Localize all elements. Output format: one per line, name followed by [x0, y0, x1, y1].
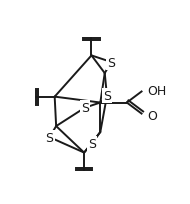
Text: S: S	[88, 137, 96, 150]
Text: S: S	[107, 56, 115, 69]
Text: O: O	[147, 109, 157, 122]
Text: S: S	[46, 131, 54, 144]
Text: S: S	[81, 102, 89, 115]
Text: S: S	[103, 90, 111, 103]
Text: OH: OH	[147, 84, 167, 97]
